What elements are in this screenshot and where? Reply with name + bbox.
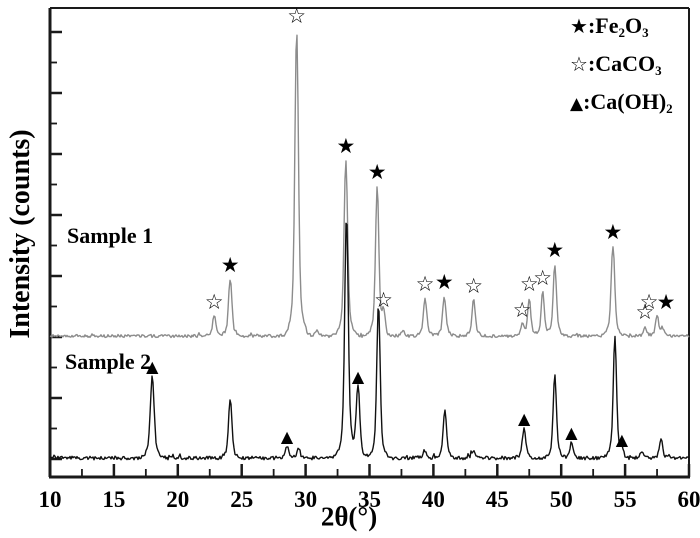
x-tick-label: 55 bbox=[614, 487, 637, 512]
legend-text: 3 bbox=[642, 25, 649, 40]
legend: ★:Fe2O3 ☆:CaCO3 ▲:Ca(OH)2 bbox=[570, 13, 673, 117]
peak-marker-caoh2: ▲ bbox=[281, 427, 294, 446]
legend-text: :CaCO bbox=[587, 50, 656, 76]
peak-marker-caco3: ☆ bbox=[520, 272, 539, 296]
y-axis-title: Intensity (counts) bbox=[5, 129, 36, 339]
peak-marker-caco3: ☆ bbox=[205, 290, 224, 314]
x-tick-label: 25 bbox=[230, 487, 253, 512]
legend-text: :Fe bbox=[587, 13, 619, 38]
peak-marker-caco3: ☆ bbox=[533, 266, 552, 290]
legend-item-fe2o3: ★:Fe2O3 bbox=[570, 13, 673, 41]
peak-marker-caoh2: ▲ bbox=[146, 357, 159, 376]
legend-text: O bbox=[624, 13, 643, 38]
sample1-trace bbox=[49, 34, 690, 339]
peak-marker-caco3: ☆ bbox=[464, 274, 483, 298]
peak-marker-fe2o3: ★ bbox=[368, 160, 387, 184]
x-tick-label: 60 bbox=[678, 487, 700, 512]
x-axis-title: 2θ(°) bbox=[320, 501, 378, 532]
peak-marker-caco3: ☆ bbox=[287, 4, 306, 28]
legend-text: 2 bbox=[666, 100, 673, 116]
legend-item-caco3: ☆:CaCO3 bbox=[570, 51, 673, 79]
legend-item-caoh2: ▲:Ca(OH)2 bbox=[570, 89, 673, 117]
peak-marker-caoh2: ▲ bbox=[518, 409, 531, 428]
peak-marker-caco3: ☆ bbox=[640, 290, 659, 314]
sample2-label: Sample 2 bbox=[65, 349, 152, 374]
legend-text: :Ca(OH) bbox=[583, 88, 667, 114]
peak-marker-caco3: ☆ bbox=[513, 298, 532, 322]
peak-marker-fe2o3: ★ bbox=[604, 220, 623, 244]
x-tick-label: 50 bbox=[550, 487, 573, 512]
open-star-icon: ☆ bbox=[570, 51, 588, 76]
peak-marker-caoh2: ▲ bbox=[616, 430, 629, 449]
sample2-trace bbox=[49, 222, 690, 461]
peak-marker-fe2o3: ★ bbox=[435, 270, 454, 294]
filled-triangle-icon: ▲ bbox=[570, 93, 584, 114]
x-tick-label: 45 bbox=[486, 487, 509, 512]
peak-marker-caco3: ☆ bbox=[416, 272, 435, 296]
peak-marker-fe2o3: ★ bbox=[221, 253, 240, 277]
peak-marker-fe2o3: ★ bbox=[657, 290, 676, 314]
peak-marker-caoh2: ▲ bbox=[352, 367, 365, 386]
legend-text: 2 bbox=[618, 25, 625, 40]
peak-marker-caco3: ☆ bbox=[374, 288, 393, 312]
x-tick-label: 30 bbox=[294, 487, 317, 512]
peak-marker-fe2o3: ★ bbox=[336, 134, 355, 158]
x-tick-label: 10 bbox=[39, 487, 62, 512]
x-tick-label: 15 bbox=[102, 487, 125, 512]
peak-marker-fe2o3: ★ bbox=[545, 238, 564, 262]
x-tick-label: 20 bbox=[166, 487, 189, 512]
filled-star-icon: ★ bbox=[570, 14, 588, 38]
legend-text: 3 bbox=[655, 62, 662, 78]
peak-marker-caco3: ☆ bbox=[635, 300, 654, 324]
x-tick-label: 40 bbox=[422, 487, 445, 512]
peak-marker-caoh2: ▲ bbox=[565, 423, 578, 442]
sample1-label: Sample 1 bbox=[67, 223, 154, 248]
x-tick-label: 35 bbox=[358, 487, 381, 512]
